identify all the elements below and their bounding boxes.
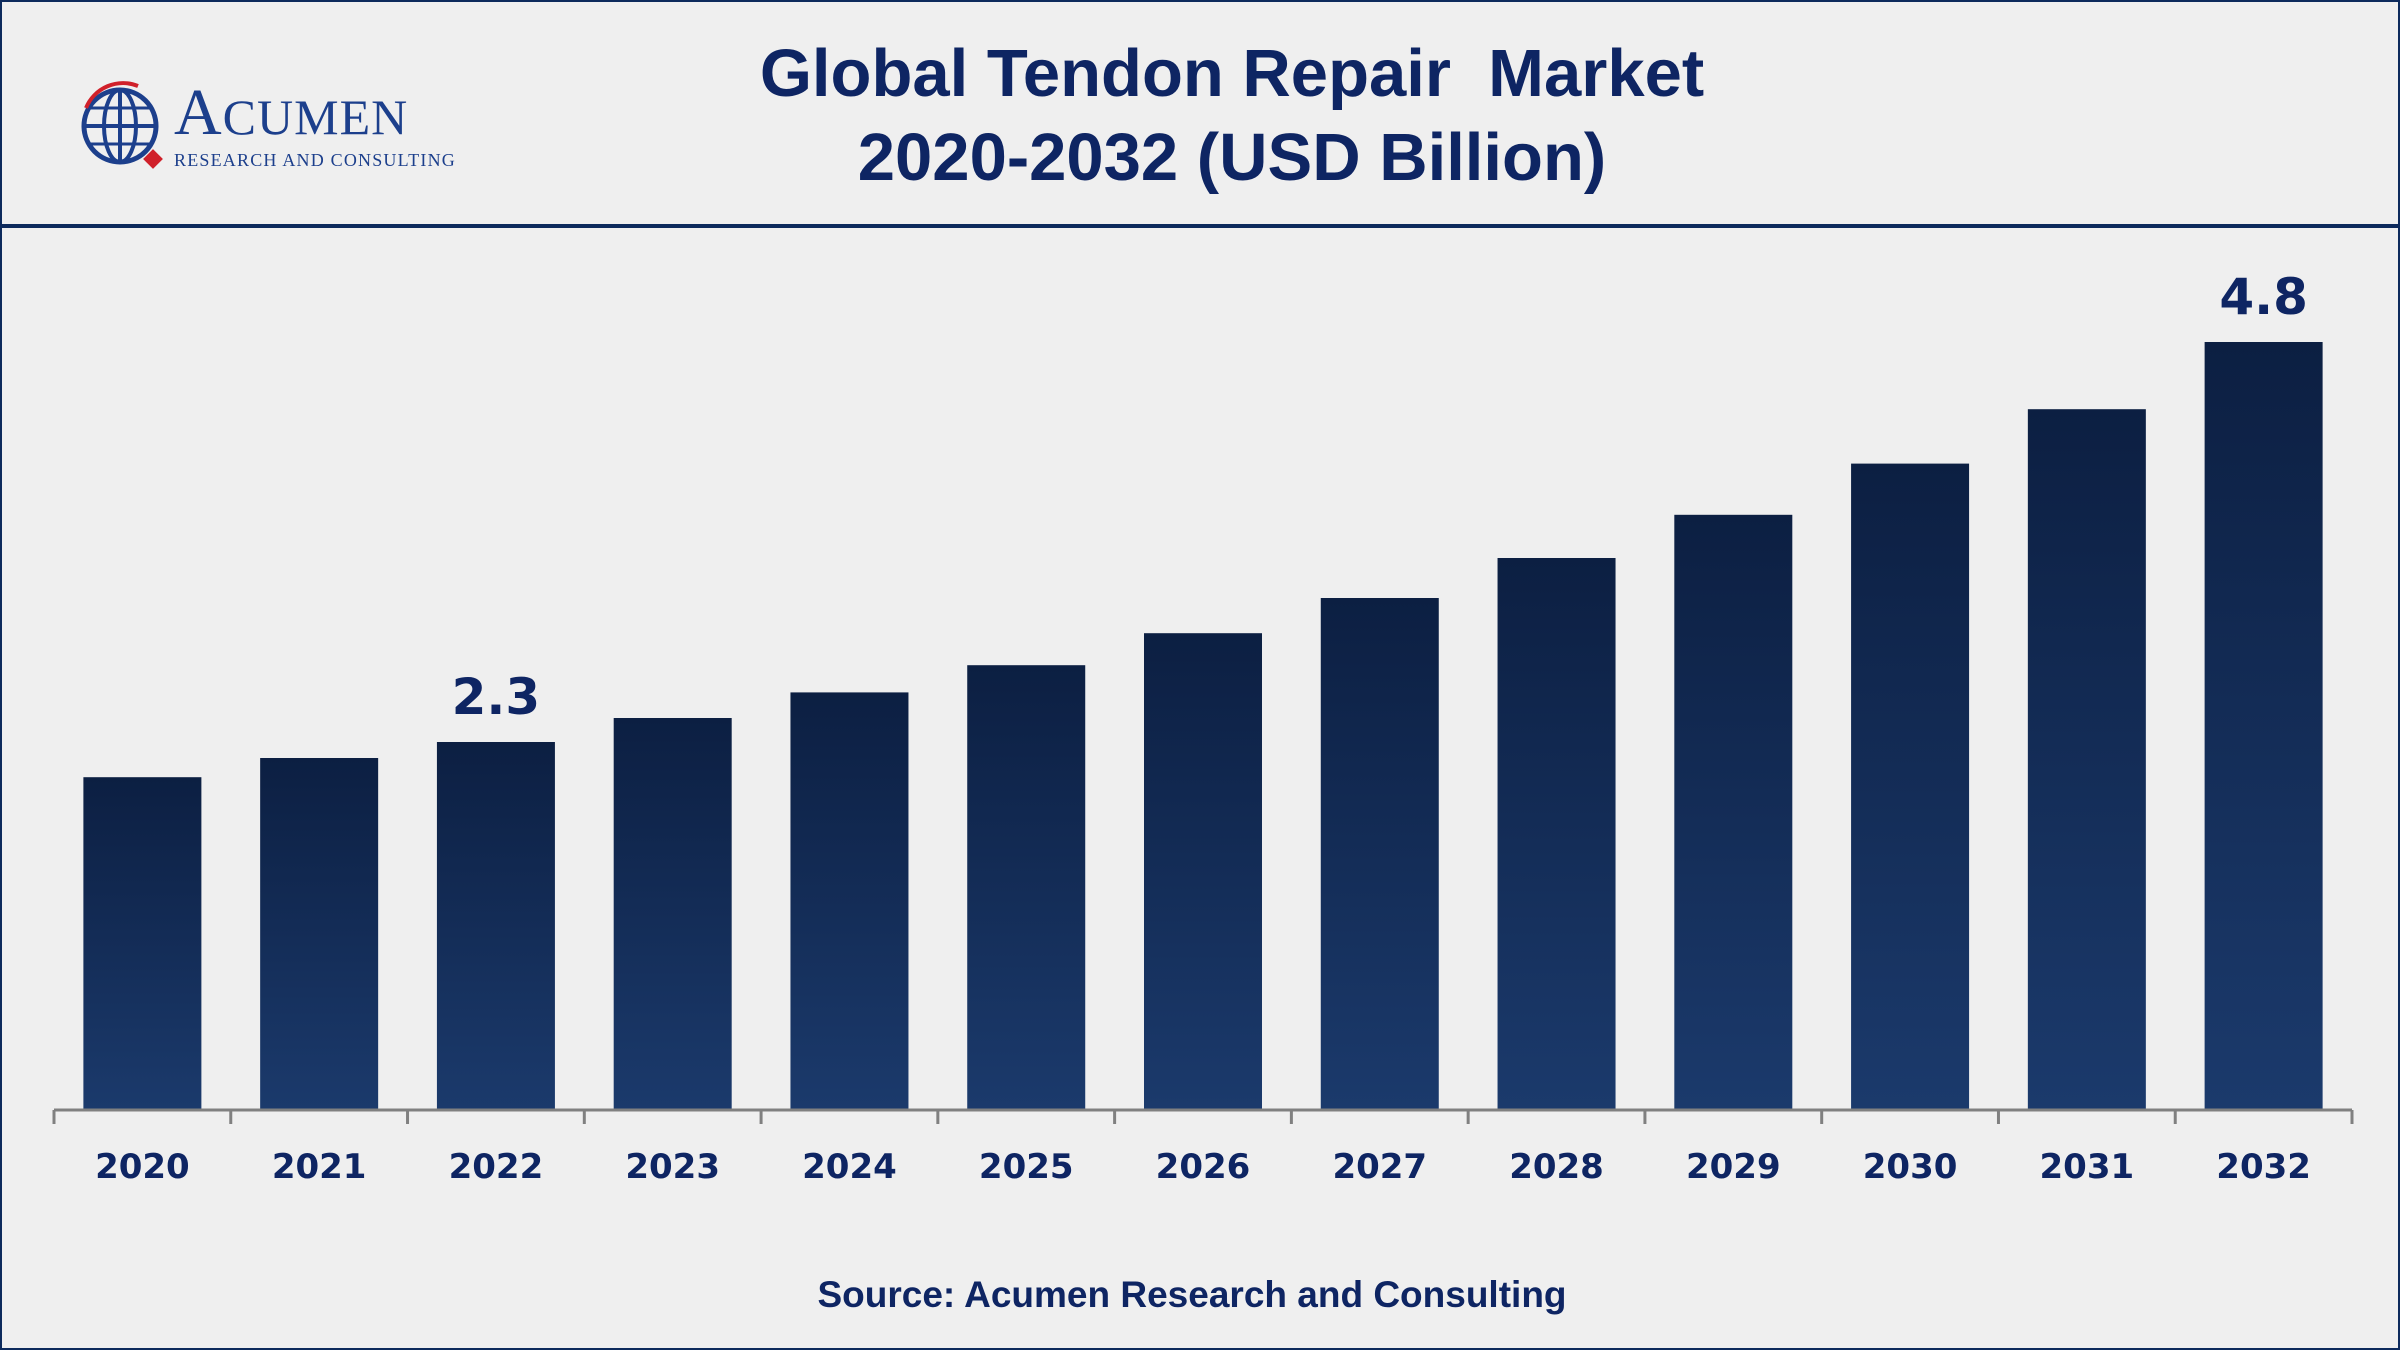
x-tick-label-2025: 2025 bbox=[979, 1147, 1074, 1187]
x-tick-label-2027: 2027 bbox=[1332, 1147, 1427, 1187]
bar-2027 bbox=[1320, 598, 1439, 1110]
x-tick-label-2026: 2026 bbox=[1156, 1147, 1251, 1187]
source-note: Source: Acumen Research and Consulting bbox=[817, 1274, 1567, 1315]
header: ACUMEN RESEARCH AND CONSULTING Global Te… bbox=[2, 2, 2398, 224]
bar-2025 bbox=[967, 665, 1086, 1110]
bar-2024 bbox=[790, 692, 909, 1110]
bar-2022 bbox=[436, 742, 555, 1110]
bar-2028 bbox=[1497, 558, 1616, 1110]
logo-tagline: RESEARCH AND CONSULTING bbox=[174, 150, 456, 170]
bar-2029 bbox=[1674, 514, 1793, 1110]
x-tick-label-2022: 2022 bbox=[449, 1147, 544, 1187]
bar-2032 bbox=[2204, 342, 2323, 1110]
x-tick-label-2028: 2028 bbox=[1509, 1147, 1604, 1187]
bar-2031 bbox=[2027, 409, 2146, 1110]
x-tick-label-2023: 2023 bbox=[625, 1147, 720, 1187]
logo: ACUMEN RESEARCH AND CONSULTING bbox=[78, 80, 458, 180]
data-label-2022: 2.3 bbox=[452, 668, 541, 726]
data-labels: 2.3 4.8 bbox=[452, 268, 2308, 726]
chart-title: Global Tendon Repair Market 2020-2032 (U… bbox=[2, 32, 2400, 200]
x-tick-label-2020: 2020 bbox=[95, 1147, 190, 1187]
header-divider bbox=[2, 224, 2398, 228]
bar-2021 bbox=[260, 758, 379, 1110]
bar-2030 bbox=[1851, 463, 1970, 1111]
logo-wordmark: ACUMEN bbox=[174, 76, 409, 149]
x-tick-label-2024: 2024 bbox=[802, 1147, 897, 1187]
bars-group bbox=[83, 342, 2323, 1111]
x-tick-label-2032: 2032 bbox=[2216, 1147, 2311, 1187]
x-axis bbox=[52, 1108, 2354, 1124]
x-tick-labels: 2020 2021 2022 2023 2024 2025 2026 2027 2028 2029… bbox=[95, 1147, 2311, 1187]
globe-icon bbox=[81, 81, 163, 169]
x-tick-label-2021: 2021 bbox=[272, 1147, 367, 1187]
data-label-2032: 4.8 bbox=[2219, 268, 2308, 326]
x-tick-label-2029: 2029 bbox=[1686, 1147, 1781, 1187]
bar-2020 bbox=[83, 777, 202, 1110]
bar-2023 bbox=[613, 718, 732, 1110]
bar-2026 bbox=[1144, 633, 1262, 1110]
x-tick-label-2030: 2030 bbox=[1863, 1147, 1958, 1187]
chart-title-line1: Global Tendon Repair Market bbox=[759, 36, 1705, 111]
chart-title-line2: 2020-2032 (USD Billion) bbox=[857, 120, 1607, 195]
x-tick-label-2031: 2031 bbox=[2040, 1147, 2135, 1187]
